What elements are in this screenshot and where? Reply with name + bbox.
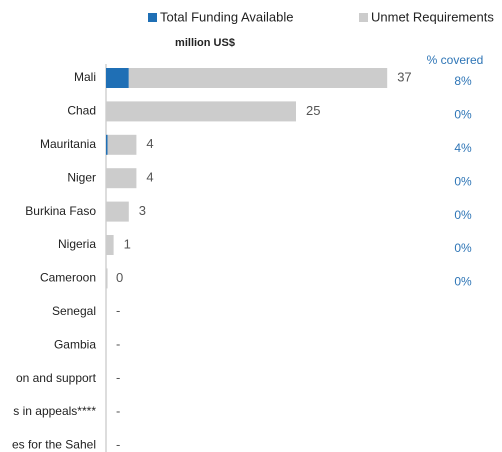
category-label: Cameroon — [40, 271, 96, 285]
category-label: Gambia — [54, 337, 96, 351]
bar-segment — [106, 235, 114, 255]
category-label: Senegal — [52, 304, 96, 318]
percent-label: 0% — [454, 174, 472, 188]
percent-label: 0% — [454, 208, 472, 222]
percent-label: 0% — [454, 275, 472, 289]
legend-label: Unmet Requirements — [371, 9, 494, 24]
legend-swatch — [359, 13, 368, 22]
category-label: s in appeals**** — [13, 404, 96, 418]
category-label: Mali — [74, 70, 96, 84]
total-label: 0 — [116, 270, 123, 285]
total-label: - — [116, 370, 120, 385]
percent-header: % covered — [427, 53, 484, 67]
chart-subtitle: million US$ — [175, 37, 235, 49]
legend-swatch — [148, 13, 157, 22]
category-label: es for the Sahel — [12, 438, 96, 452]
percent-label: 4% — [454, 141, 472, 155]
total-label: 37 — [397, 69, 411, 84]
percent-label: 0% — [454, 241, 472, 255]
total-label: 25 — [306, 103, 320, 118]
legend-label: Total Funding Available — [160, 9, 293, 24]
category-label: Mauritania — [40, 137, 96, 151]
bar-segment — [106, 134, 108, 155]
category-label: Niger — [67, 170, 96, 184]
total-label: 4 — [146, 170, 153, 185]
bar-segment — [106, 68, 129, 88]
bar-segment — [106, 101, 296, 122]
total-label: - — [116, 337, 120, 352]
bar-segment — [106, 168, 137, 189]
bar-segment — [107, 134, 137, 155]
total-label: - — [116, 303, 120, 318]
bar-segment — [128, 68, 388, 88]
bar-segment — [106, 201, 129, 222]
category-label: Chad — [67, 104, 96, 118]
category-label: on and support — [16, 371, 97, 385]
percent-label: 0% — [454, 108, 472, 122]
total-label: - — [116, 403, 120, 418]
category-label: Nigeria — [58, 237, 96, 251]
total-label: 1 — [124, 236, 131, 251]
total-label: 3 — [139, 203, 146, 218]
percent-label: 8% — [454, 74, 472, 88]
bar-segment — [106, 268, 108, 289]
total-label: - — [116, 437, 120, 452]
category-label: Burkina Faso — [25, 204, 96, 218]
total-label: 4 — [146, 136, 153, 151]
